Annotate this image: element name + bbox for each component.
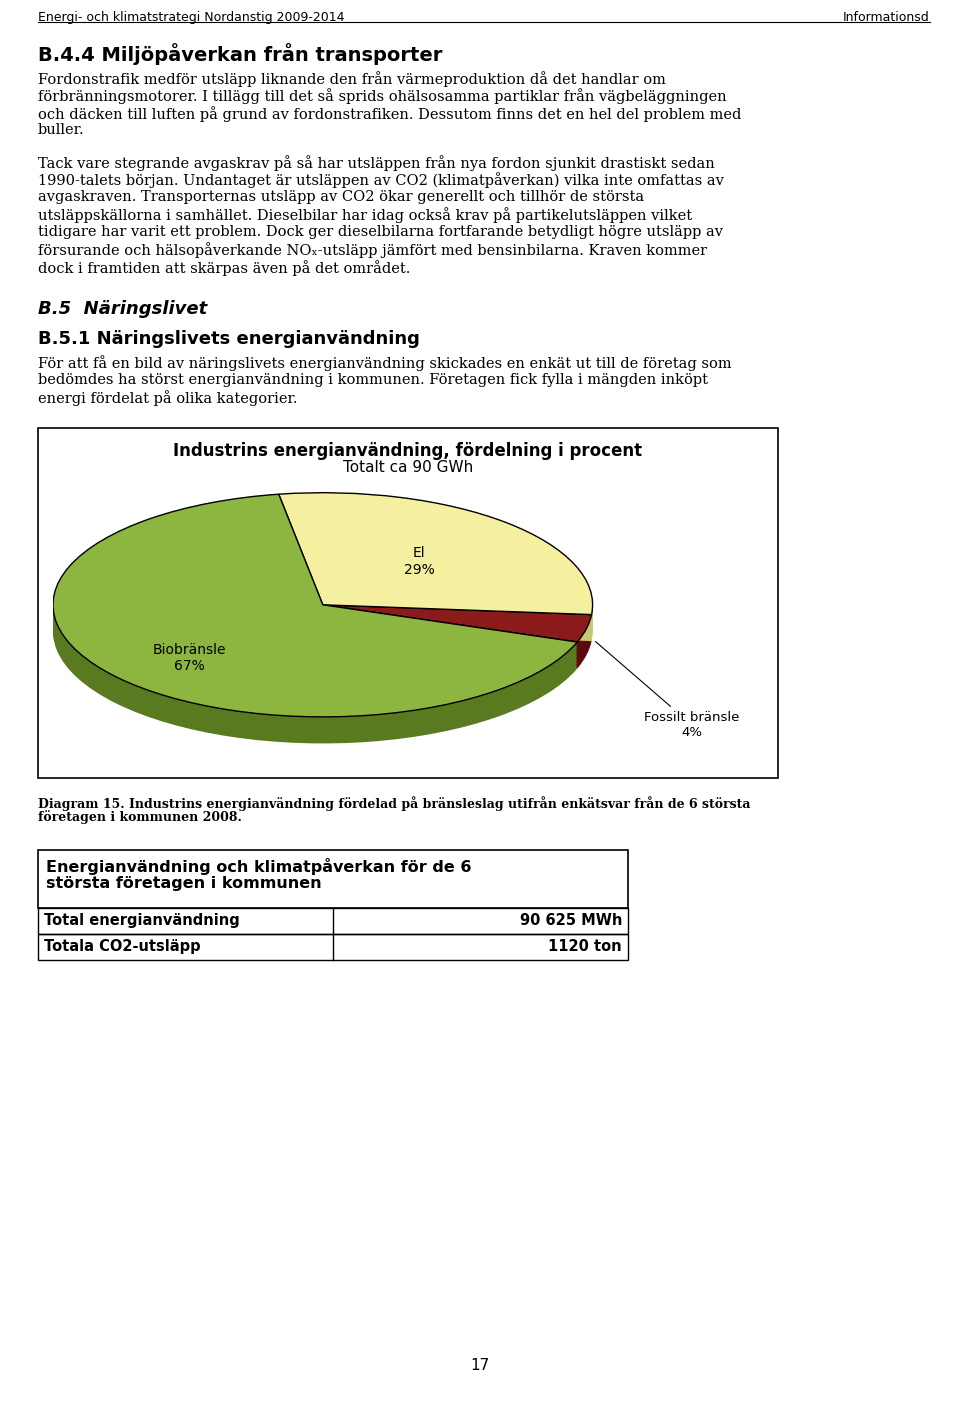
Text: 17: 17	[470, 1358, 490, 1373]
Text: Totala CO2-utsläpp: Totala CO2-utsläpp	[44, 939, 201, 954]
Text: B.5.1 Näringslivets energianvändning: B.5.1 Näringslivets energianvändning	[38, 329, 420, 347]
Wedge shape	[53, 496, 577, 719]
Wedge shape	[278, 514, 592, 636]
Text: energi fördelat på olika kategorier.: energi fördelat på olika kategorier.	[38, 391, 298, 406]
Wedge shape	[278, 506, 592, 628]
Wedge shape	[323, 612, 591, 649]
Wedge shape	[278, 502, 592, 623]
Wedge shape	[53, 514, 577, 737]
Text: Industrins energianvändning, fördelning i procent: Industrins energianvändning, fördelning …	[174, 441, 642, 460]
Wedge shape	[278, 520, 592, 642]
Text: El
29%: El 29%	[404, 546, 435, 577]
Wedge shape	[278, 516, 592, 637]
Wedge shape	[323, 628, 591, 665]
Wedge shape	[53, 509, 577, 731]
Wedge shape	[278, 500, 592, 622]
Wedge shape	[53, 507, 577, 730]
Text: Diagram 15. Industrins energianvändning fördelad på bränsleslag utifrån enkätsva: Diagram 15. Industrins energianvändning …	[38, 796, 751, 811]
Wedge shape	[278, 517, 592, 639]
Wedge shape	[53, 518, 577, 741]
Wedge shape	[323, 632, 591, 668]
Wedge shape	[323, 625, 591, 661]
Wedge shape	[323, 614, 591, 651]
Wedge shape	[323, 609, 591, 647]
Wedge shape	[53, 504, 577, 727]
Wedge shape	[53, 510, 577, 733]
Text: företagen i kommunen 2008.: företagen i kommunen 2008.	[38, 810, 242, 824]
Text: Total energianvändning: Total energianvändning	[44, 913, 240, 927]
Wedge shape	[323, 618, 591, 654]
Wedge shape	[53, 497, 577, 720]
Text: B.5  Näringslivet: B.5 Näringslivet	[38, 300, 207, 318]
Wedge shape	[53, 516, 577, 738]
Wedge shape	[278, 493, 592, 615]
Text: utsläppskällorna i samhället. Dieselbilar har idag också krav på partikelutsläpp: utsläppskällorna i samhället. Dieselbila…	[38, 207, 692, 223]
Text: och däcken till luften på grund av fordonstrafiken. Dessutom finns det en hel de: och däcken till luften på grund av fordo…	[38, 106, 741, 122]
Wedge shape	[323, 608, 591, 646]
Wedge shape	[323, 626, 591, 663]
Text: tidigare har varit ett problem. Dock ger dieselbilarna fortfarande betydligt hög: tidigare har varit ett problem. Dock ger…	[38, 226, 723, 240]
Wedge shape	[53, 495, 577, 717]
Text: avgaskraven. Transporternas utsläpp av CO2 ökar generellt och tillhör de största: avgaskraven. Transporternas utsläpp av C…	[38, 191, 644, 205]
Text: B.4.4 Miljöpåverkan från transporter: B.4.4 Miljöpåverkan från transporter	[38, 43, 443, 64]
Wedge shape	[278, 496, 592, 618]
Text: Energianvändning och klimatpåverkan för de 6: Energianvändning och klimatpåverkan för …	[46, 857, 471, 876]
Wedge shape	[53, 517, 577, 740]
Wedge shape	[53, 521, 577, 744]
Text: 1990-talets början. Undantaget är utsläppen av CO2 (klimatpåverkan) vilka inte o: 1990-talets början. Undantaget är utsläp…	[38, 172, 724, 188]
Text: Totalt ca 90 GWh: Totalt ca 90 GWh	[343, 460, 473, 475]
Text: buller.: buller.	[38, 123, 84, 137]
Wedge shape	[323, 615, 591, 653]
Wedge shape	[53, 502, 577, 724]
Wedge shape	[278, 507, 592, 629]
Text: Energi- och klimatstrategi Nordanstig 2009-2014: Energi- och klimatstrategi Nordanstig 20…	[38, 11, 345, 24]
Text: försurande och hälsopåverkande NOₓ-utsläpp jämfört med bensinbilarna. Kraven kom: försurande och hälsopåverkande NOₓ-utslä…	[38, 242, 708, 258]
Wedge shape	[278, 497, 592, 619]
Text: Informationsd: Informationsd	[843, 11, 930, 24]
Text: Tack vare stegrande avgaskrav på så har utsläppen från nya fordon sjunkit drasti: Tack vare stegrande avgaskrav på så har …	[38, 156, 715, 171]
Text: förbränningsmotorer. I tillägg till det så sprids ohälsosamma partiklar från väg: förbränningsmotorer. I tillägg till det …	[38, 88, 727, 105]
Wedge shape	[278, 509, 592, 630]
Wedge shape	[278, 513, 592, 635]
Text: bedömdes ha störst energianvändning i kommunen. Företagen fick fylla i mängden i: bedömdes ha störst energianvändning i ko…	[38, 373, 708, 387]
Wedge shape	[323, 605, 591, 642]
Wedge shape	[323, 619, 591, 656]
Wedge shape	[278, 503, 592, 625]
Text: dock i framtiden att skärpas även på det området.: dock i framtiden att skärpas även på det…	[38, 261, 410, 276]
Text: 1120 ton: 1120 ton	[548, 939, 622, 954]
Bar	[38, 427, 778, 778]
Text: största företagen i kommunen: största företagen i kommunen	[46, 876, 322, 891]
Wedge shape	[53, 503, 577, 726]
Text: 90 625 MWh: 90 625 MWh	[519, 913, 622, 927]
Bar	[38, 850, 628, 908]
Wedge shape	[323, 621, 591, 658]
Text: Biobränsle
67%: Biobränsle 67%	[153, 643, 226, 674]
Text: Fordonstrafik medför utsläpp liknande den från värmeproduktion då det handlar om: Fordonstrafik medför utsläpp liknande de…	[38, 71, 666, 87]
Wedge shape	[323, 607, 591, 644]
Bar	[38, 934, 628, 960]
Wedge shape	[323, 629, 591, 667]
Wedge shape	[53, 500, 577, 722]
Wedge shape	[323, 622, 591, 660]
Wedge shape	[53, 511, 577, 734]
Text: För att få en bild av näringslivets energianvändning skickades en enkät ut till : För att få en bild av näringslivets ener…	[38, 356, 732, 371]
Wedge shape	[278, 495, 592, 616]
Wedge shape	[278, 510, 592, 632]
Bar	[38, 908, 628, 934]
Text: Fossilt bränsle
4%: Fossilt bränsle 4%	[595, 642, 740, 738]
